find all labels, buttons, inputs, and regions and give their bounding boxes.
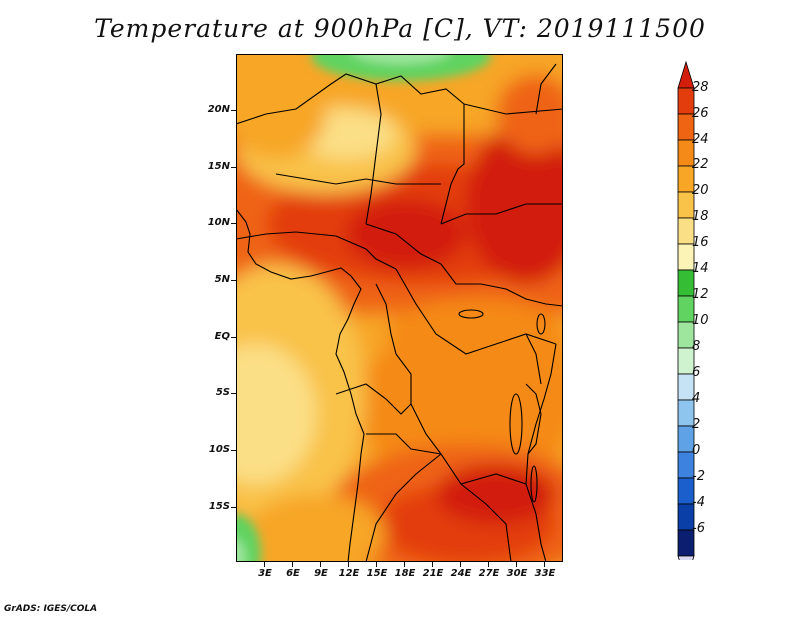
- lat-tick: [231, 337, 236, 338]
- colorbar-label-22: 22: [692, 157, 709, 172]
- colorbar-label-26: 26: [692, 106, 709, 121]
- colorbar-label-neg4: -4: [692, 495, 705, 510]
- footer-credit: GrADS: IGES/COLA: [4, 604, 98, 614]
- colorbar-label-16: 16: [692, 235, 709, 250]
- lon-label-21e: 21E: [422, 568, 444, 579]
- lon-tick: [292, 562, 293, 567]
- lon-label-18e: 18E: [394, 568, 416, 579]
- colorbar-label-24: 24: [692, 132, 709, 147]
- colorbar-label-10: 10: [692, 313, 709, 328]
- colorbar-label-18: 18: [692, 209, 709, 224]
- lon-label-24e: 24E: [450, 568, 472, 579]
- lon-label-15e: 15E: [366, 568, 388, 579]
- lon-label-3e: 3E: [258, 568, 272, 579]
- lat-label-eq: EQ: [214, 331, 230, 342]
- colorbar-label-neg6: -6: [692, 521, 705, 536]
- lon-tick: [516, 562, 517, 567]
- lon-label-12e: 12E: [338, 568, 360, 579]
- colorbar-label-0: 0: [692, 443, 701, 458]
- country-borders: [236, 63, 563, 562]
- lon-label-33e: 33E: [534, 568, 556, 579]
- colorbar-label-14: 14: [692, 261, 709, 276]
- temperature-field: [236, 54, 563, 562]
- lon-tick: [432, 562, 433, 567]
- colorbar-label-neg2: -2: [692, 469, 705, 484]
- map-border: [236, 54, 563, 562]
- colorbar-label-12: 12: [692, 287, 709, 302]
- colorbar-label-20: 20: [692, 183, 709, 198]
- colorbar-bottom-triangle: [677, 555, 695, 560]
- lon-tick: [320, 562, 321, 567]
- lon-label-6e: 6E: [286, 568, 300, 579]
- green-regions: [236, 54, 491, 562]
- colorbar-label-6: 6: [692, 365, 701, 380]
- lon-tick: [544, 562, 545, 567]
- lon-label-9e: 9E: [314, 568, 328, 579]
- map-svg: [236, 54, 563, 562]
- chart-title: Temperature at 900hPa [C], VT: 201911150…: [94, 14, 706, 43]
- lon-tick: [460, 562, 461, 567]
- lat-label-15s: 15S: [208, 501, 230, 512]
- colorbar-label-2: 2: [692, 417, 701, 432]
- lon-tick: [264, 562, 265, 567]
- colorbar-label-8: 8: [692, 339, 701, 354]
- lon-tick: [488, 562, 489, 567]
- lon-label-30e: 30E: [506, 568, 528, 579]
- lat-label-10s: 10S: [208, 444, 230, 455]
- lat-tick: [231, 167, 236, 168]
- lat-label-20n: 20N: [207, 104, 230, 115]
- lat-tick: [231, 507, 236, 508]
- lat-tick: [231, 450, 236, 451]
- lat-tick: [231, 223, 236, 224]
- lon-label-27e: 27E: [478, 568, 500, 579]
- lon-tick: [348, 562, 349, 567]
- lat-tick: [231, 280, 236, 281]
- colorbar-label-4: 4: [692, 391, 701, 406]
- lat-tick: [231, 110, 236, 111]
- lat-label-5n: 5N: [214, 274, 230, 285]
- lat-tick: [231, 393, 236, 394]
- lon-tick: [404, 562, 405, 567]
- lat-label-10n: 10N: [207, 217, 230, 228]
- temperature-map: [236, 54, 563, 562]
- lon-tick: [376, 562, 377, 567]
- colorbar: [677, 60, 695, 560]
- lat-label-5s: 5S: [215, 387, 230, 398]
- lat-label-15n: 15N: [207, 161, 230, 172]
- colorbar-label-28: 28: [692, 80, 709, 95]
